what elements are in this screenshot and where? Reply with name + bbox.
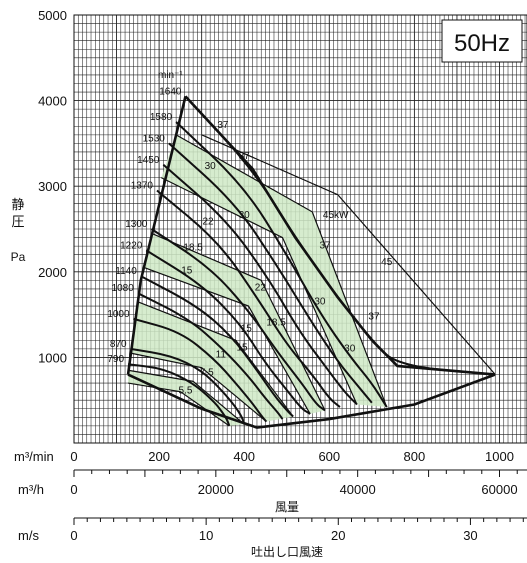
power-label: 45	[381, 257, 393, 268]
x-tick-label-m3min: 400	[233, 449, 255, 464]
x-axis-unit-ms: m/s	[18, 528, 39, 543]
frequency-box	[441, 19, 523, 63]
rpm-label-870: 870	[110, 339, 127, 350]
x-tick-label-ms: 10	[199, 528, 213, 543]
y-tick-label: 2000	[38, 265, 67, 280]
curve-labels: 1640158015301450137013001220114010801000…	[107, 86, 392, 396]
x-tick-label-m3min: 800	[404, 449, 426, 464]
speed-curve-1450	[162, 164, 358, 406]
x-tick-label-m3h: 20000	[198, 482, 234, 497]
speed-curve-790	[127, 363, 231, 427]
rpm-label-1080: 1080	[112, 283, 135, 294]
x-tick-label-m3min: 200	[148, 449, 170, 464]
power-label: 7.5	[200, 367, 214, 378]
power-curve-22	[151, 232, 326, 411]
rpm-unit-label: min⁻¹	[158, 70, 183, 81]
y-axis-unit: Pa	[11, 250, 26, 264]
power-curve-45	[201, 134, 496, 375]
power-label: 22	[202, 217, 214, 228]
rpm-label-1140: 1140	[115, 266, 137, 277]
power-label: 22	[255, 283, 267, 294]
rpm-label-1580: 1580	[150, 112, 173, 123]
rpm-label-1300: 1300	[125, 219, 148, 230]
power-label: 18.5	[266, 318, 286, 329]
rpm-label-1000: 1000	[107, 309, 130, 320]
boundary-right	[184, 95, 496, 376]
power-curve-5.5	[127, 382, 230, 427]
power-label: 30	[344, 343, 356, 354]
power-label: 15	[237, 343, 249, 354]
power-label: 11	[216, 349, 227, 360]
speed-curve-1530	[168, 142, 373, 404]
power-label: 37	[217, 120, 229, 131]
frequency-title: 50Hz	[454, 30, 510, 57]
x-tick-label-m3min: 0	[70, 449, 77, 464]
x-tick-label-ms: 30	[463, 528, 477, 543]
boundary-bottom	[127, 373, 496, 429]
x-axis-unit-m3min: m³/min	[14, 449, 54, 464]
speed-curve-870	[130, 347, 246, 425]
power-curve-30	[160, 177, 358, 405]
power-label: 18.5	[183, 242, 203, 253]
power-label: 37	[368, 312, 380, 323]
power-band-11-15	[130, 301, 294, 422]
power-label: 30	[314, 296, 326, 307]
y-tick-label: 1000	[38, 350, 67, 365]
y-tick-label: 5000	[38, 8, 67, 23]
x-tick-label-m3h: 60000	[481, 482, 517, 497]
operating-boundary	[126, 95, 496, 429]
power-label: 30	[205, 161, 217, 172]
power-label: 37	[239, 151, 251, 162]
x-axis-title-velocity: 吐出し口風速	[251, 545, 323, 559]
rpm-label-1530: 1530	[143, 133, 166, 144]
x-tick-label-ms: 20	[331, 528, 345, 543]
plot-frame	[73, 14, 527, 444]
power-curve-18.5	[143, 266, 311, 415]
power-band-30-37	[161, 134, 387, 408]
y-tick-label: 4000	[38, 94, 67, 109]
power-curve-15	[137, 301, 294, 417]
power-label: 45kW	[323, 210, 349, 221]
power-label: 5.5	[179, 385, 193, 396]
power-label: 30	[239, 210, 251, 221]
y-axis-title-char-1: 静	[11, 198, 24, 213]
x-tick-label-m3h: 0	[70, 482, 77, 497]
x-axis-unit-m3h: m³/h	[18, 482, 44, 497]
power-label: 15	[181, 266, 193, 277]
x-tick-label-m3min: 600	[318, 449, 340, 464]
boundary-left	[126, 96, 187, 375]
x-tick-label-m3h: 40000	[340, 482, 376, 497]
y-axis-title-char-2: 圧	[11, 215, 24, 230]
speed-curve-1370	[156, 189, 341, 408]
power-curve-7.5	[127, 369, 245, 425]
speed-curve-1080	[137, 292, 284, 420]
speed-curves	[127, 95, 496, 427]
rpm-label-1450: 1450	[137, 155, 160, 166]
x-axis-title-airflow: 風量	[275, 500, 299, 514]
power-curve-37	[175, 134, 388, 408]
x-tick-label-ms: 0	[70, 528, 77, 543]
y-tick-label: 3000	[38, 179, 67, 194]
speed-curve-1140	[140, 275, 294, 418]
speed-curve-1000	[133, 317, 268, 423]
power-band-5.5-7.5	[128, 370, 245, 426]
x-tick-label-m3min: 1000	[485, 449, 514, 464]
rpm-label-1370: 1370	[131, 180, 154, 191]
power-label: 15	[241, 324, 253, 335]
power-label: 37	[319, 241, 331, 252]
speed-curve-1300	[150, 228, 326, 412]
rpm-label-790: 790	[107, 354, 124, 365]
rpm-label-1220: 1220	[120, 240, 143, 251]
speed-curve-1580	[175, 121, 388, 408]
rpm-label-1640: 1640	[159, 86, 182, 97]
speed-curve-1220	[145, 249, 311, 415]
power-curve-11	[130, 352, 267, 423]
